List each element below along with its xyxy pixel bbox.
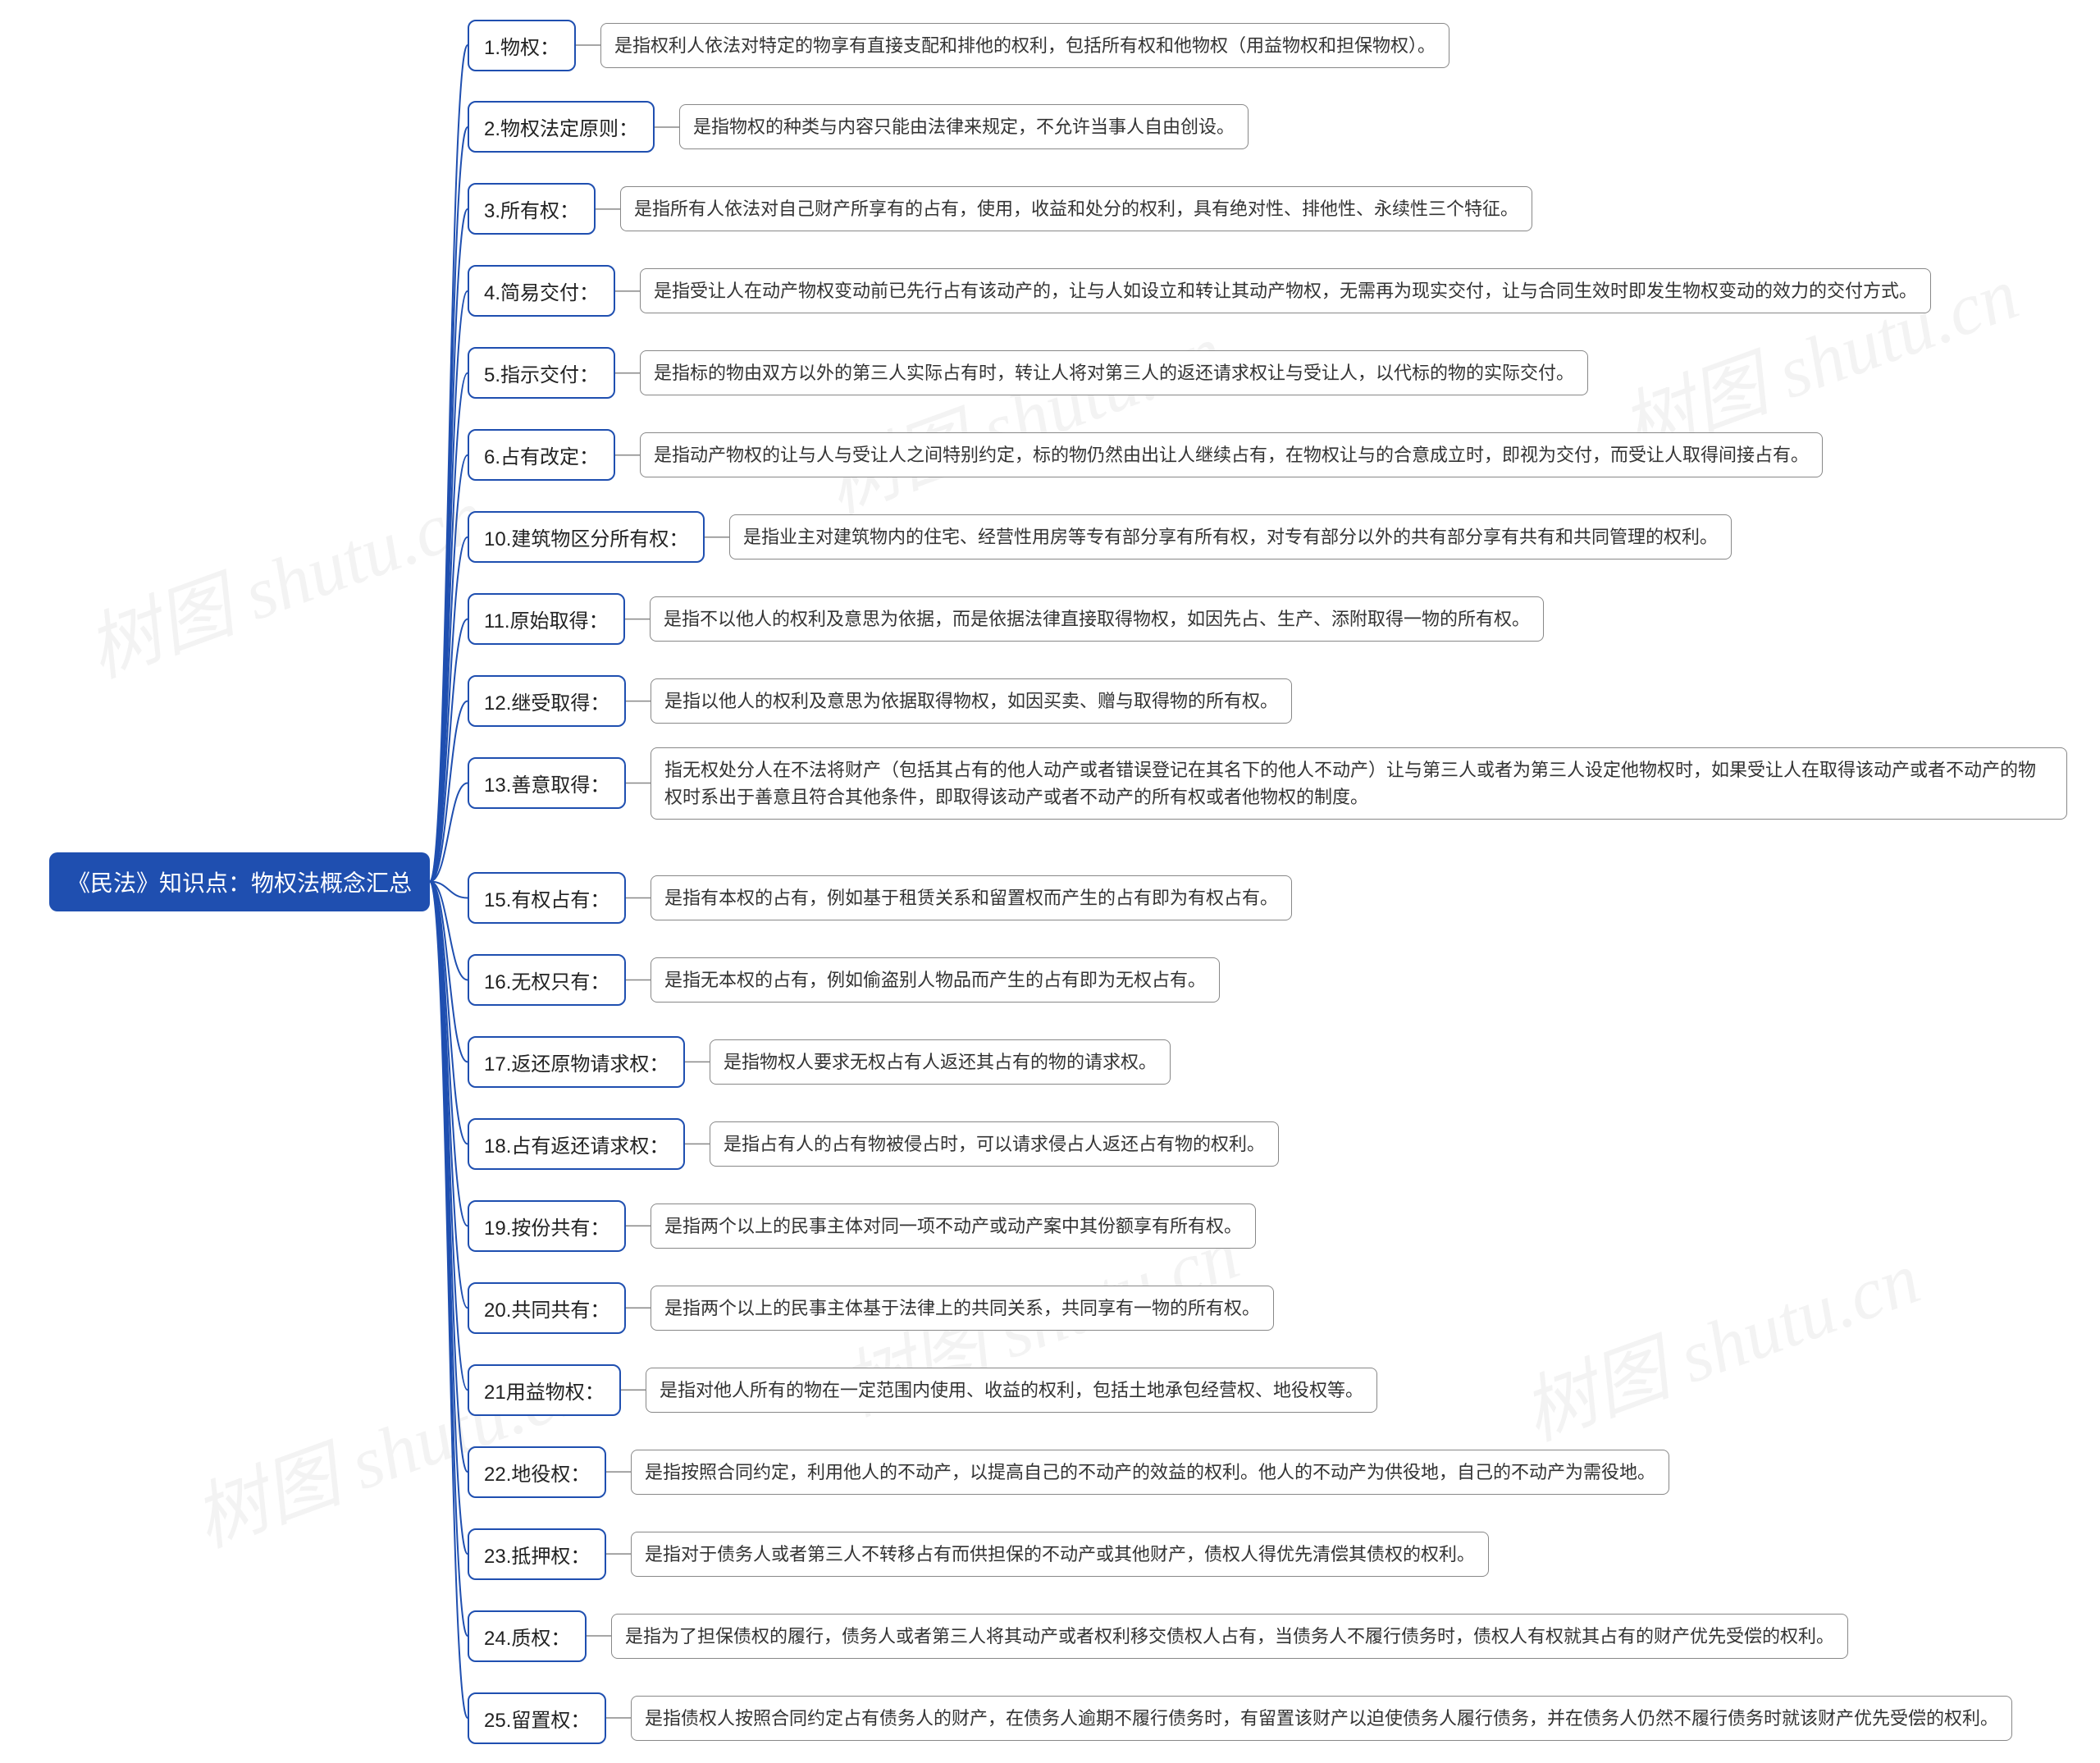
branch-node[interactable]: 16.无权只有： xyxy=(468,954,626,1006)
branch-desc: 是指无本权的占有，例如偷盗别人物品而产生的占有即为无权占有。 xyxy=(651,957,1220,1003)
branch-desc: 是指两个以上的民事主体对同一项不动产或动产案中其份额享有所有权。 xyxy=(651,1203,1256,1249)
branch-desc: 是指受让人在动产物权变动前已先行占有该动产的，让与人如设立和转让其动产物权，无需… xyxy=(640,268,1931,313)
branch-node[interactable]: 11.原始取得： xyxy=(468,593,625,645)
branch-desc: 是指物权人要求无权占有人返还其占有的物的请求权。 xyxy=(710,1039,1171,1085)
branch-desc: 是指动产物权的让与人与受让人之间特别约定，标的物仍然由出让人继续占有，在物权让与… xyxy=(640,432,1823,477)
branch-desc: 是指以他人的权利及意思为依据取得物权，如因买卖、赠与取得物的所有权。 xyxy=(651,678,1292,724)
branch-node[interactable]: 21用益物权： xyxy=(468,1364,621,1416)
branch-node[interactable]: 19.按份共有： xyxy=(468,1200,626,1252)
branch-node[interactable]: 18.占有返还请求权： xyxy=(468,1118,685,1170)
branch-desc: 是指物权的种类与内容只能由法律来规定，不允许当事人自由创设。 xyxy=(679,104,1249,149)
branch-node[interactable]: 4.简易交付： xyxy=(468,265,615,317)
branch-desc: 是指不以他人的权利及意思为依据，而是依据法律直接取得物权，如因先占、生产、添附取… xyxy=(650,596,1544,642)
branch-desc: 是指业主对建筑物内的住宅、经营性用房等专有部分享有所有权，对专有部分以外的共有部… xyxy=(729,514,1732,560)
branch-node[interactable]: 10.建筑物区分所有权： xyxy=(468,511,705,563)
branch-desc: 是指有本权的占有，例如基于租赁关系和留置权而产生的占有即为有权占有。 xyxy=(651,875,1292,920)
branch-desc: 是指权利人依法对特定的物享有直接支配和排他的权利，包括所有权和他物权（用益物权和… xyxy=(600,23,1449,68)
mindmap-canvas: 树图 shutu.cn树图 shutu.cn树图 shutu.cn树图 shut… xyxy=(0,0,2100,1763)
branch-desc: 是指占有人的占有物被侵占时，可以请求侵占人返还占有物的权利。 xyxy=(710,1121,1279,1167)
branch-desc: 是指标的物由双方以外的第三人实际占有时，转让人将对第三人的返还请求权让与受让人，… xyxy=(640,350,1588,395)
branch-desc: 是指所有人依法对自己财产所享有的占有，使用，收益和处分的权利，具有绝对性、排他性… xyxy=(620,186,1532,231)
branch-desc: 是指为了担保债权的履行，债务人或者第三人将其动产或者权利移交债权人占有，当债务人… xyxy=(611,1614,1848,1659)
branch-desc: 是指债权人按照合同约定占有债务人的财产，在债务人逾期不履行债务时，有留置该财产以… xyxy=(631,1696,2012,1741)
watermark: 树图 shutu.cn xyxy=(809,291,1235,533)
branch-node[interactable]: 22.地役权： xyxy=(468,1446,606,1498)
branch-node[interactable]: 3.所有权： xyxy=(468,183,596,235)
branch-desc: 指无权处分人在不法将财产（包括其占有的他人动产或者错误登记在其名下的他人不动产）… xyxy=(651,747,2067,820)
branch-node[interactable]: 15.有权占有： xyxy=(468,872,626,924)
branch-desc: 是指按照合同约定，利用他人的不动产，以提高自己的不动产的效益的权利。他人的不动产… xyxy=(631,1450,1669,1495)
branch-node[interactable]: 5.指示交付： xyxy=(468,347,615,399)
branch-node[interactable]: 24.质权： xyxy=(468,1610,587,1662)
branch-node[interactable]: 2.物权法定原则： xyxy=(468,101,655,153)
root-node[interactable]: 《民法》知识点：物权法概念汇总 xyxy=(49,852,430,911)
branch-node[interactable]: 12.继受取得： xyxy=(468,675,626,727)
branch-node[interactable]: 13.善意取得： xyxy=(468,757,626,809)
branch-desc: 是指对他人所有的物在一定范围内使用、收益的权利，包括土地承包经营权、地役权等。 xyxy=(646,1368,1377,1413)
branch-node[interactable]: 17.返还原物请求权： xyxy=(468,1036,685,1088)
branch-node[interactable]: 20.共同共有： xyxy=(468,1282,626,1334)
watermark: 树图 shutu.cn xyxy=(1506,1218,1932,1460)
branch-desc: 是指两个以上的民事主体基于法律上的共同关系，共同享有一物的所有权。 xyxy=(651,1286,1274,1331)
branch-node[interactable]: 23.抵押权： xyxy=(468,1528,606,1580)
branch-node[interactable]: 6.占有改定： xyxy=(468,429,615,481)
branch-node[interactable]: 25.留置权： xyxy=(468,1692,606,1744)
branch-node[interactable]: 1.物权： xyxy=(468,20,576,71)
branch-desc: 是指对于债务人或者第三人不转移占有而供担保的不动产或其他财产，债权人得优先清偿其… xyxy=(631,1532,1489,1577)
watermark: 树图 shutu.cn xyxy=(71,455,496,697)
